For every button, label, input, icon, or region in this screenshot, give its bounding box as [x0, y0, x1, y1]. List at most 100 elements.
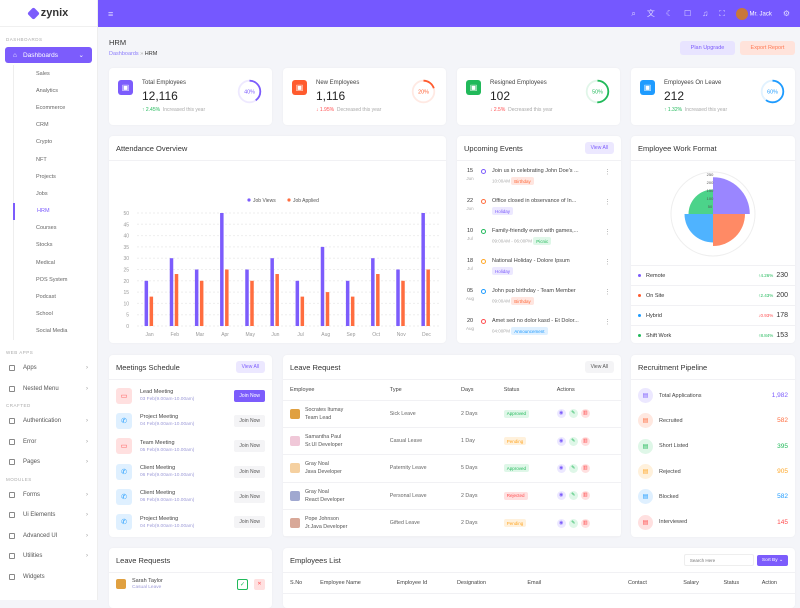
sidebar-item[interactable]: Utilities › [0, 546, 97, 567]
delete-icon[interactable]: ▥ [580, 518, 590, 528]
reject-button[interactable]: ✕ [254, 578, 265, 590]
cart-icon[interactable]: ☐ [684, 9, 692, 18]
sidebar-subitem[interactable]: Medical [13, 254, 97, 272]
menu-icon[interactable]: ≡ [108, 8, 114, 19]
sidebar-subitem[interactable]: Social Media [13, 322, 97, 340]
sidebar-subitem[interactable]: Stocks [13, 236, 97, 255]
sidebar-item[interactable]: Nested Menu › [0, 379, 97, 400]
sidebar-item[interactable]: Forms › [0, 485, 97, 506]
sidebar-subitem[interactable]: Analytics [13, 82, 97, 100]
view-all-button[interactable]: View All [584, 142, 614, 154]
join-now-button[interactable]: Join Now [234, 414, 265, 427]
sidebar-subitem[interactable]: Podcast [13, 288, 97, 306]
recruitment-pipeline-card: Recruitment Pipeline ▤ Total Applications… [631, 355, 795, 537]
view-icon[interactable]: ◉ [556, 463, 566, 473]
progress-ring: 40% [237, 79, 262, 104]
stat-icon: ▣ [640, 80, 655, 95]
bell-icon[interactable]: ♫ [702, 9, 709, 18]
edit-icon[interactable]: ✎ [568, 518, 578, 528]
sidebar-item[interactable]: Advanced UI › [0, 526, 97, 547]
moon-icon[interactable]: ☾ [665, 9, 674, 18]
more-options-icon[interactable]: ⋮ [604, 229, 611, 236]
delete-icon[interactable]: ▥ [580, 463, 590, 473]
sidebar-subitem[interactable]: NFT [13, 150, 97, 169]
event-item[interactable]: 22 Jun Office closed in observance of In..… [466, 198, 611, 215]
join-now-button[interactable]: Join Now [234, 465, 265, 478]
breadcrumb-link[interactable]: Dashboards [109, 51, 139, 57]
leave-requests-card: Leave Requests Sarah Taylor Casual Leave … [109, 548, 272, 608]
x-tick-label: Feb [170, 332, 179, 338]
sidebar-subitem[interactable]: POS System [13, 271, 97, 289]
plan-upgrade-button[interactable]: Plan Upgrade [680, 41, 735, 55]
more-options-icon[interactable]: ⋮ [604, 319, 611, 326]
join-now-button[interactable]: Join Now [234, 490, 265, 503]
sidebar-subitem[interactable]: Crypto [13, 133, 97, 151]
column-header: Status [496, 380, 550, 401]
sidebar-subitem[interactable]: Ecommerce [13, 99, 97, 117]
sidebar-subitem[interactable]: Sales [13, 65, 97, 83]
menu-item-icon [9, 365, 15, 372]
y-tick-label: 0 [126, 324, 129, 330]
settings-icon[interactable]: ⚙ [782, 9, 790, 18]
view-all-button[interactable]: View All [584, 361, 614, 373]
sidebar-subitem[interactable]: Projects [13, 168, 97, 186]
pipeline-item: ▤ Short Listed 395 [631, 434, 795, 459]
search-input[interactable] [683, 554, 754, 566]
stat-card: ▣ Total Employees 12,116 ↑ 2.45% Increas… [109, 68, 272, 125]
sort-by-button[interactable]: Sort By ⌄ [756, 554, 788, 566]
card-title: Leave Requests [116, 555, 171, 565]
sidebar-item-dashboards[interactable]: ⌂ Dashboards ⌄ [5, 47, 92, 63]
sidebar-item[interactable]: Widgets [0, 567, 97, 588]
export-report-button[interactable]: Export Report [740, 41, 795, 55]
fullscreen-icon[interactable]: ⛶ [719, 8, 725, 18]
join-now-button[interactable]: Join Now [234, 389, 265, 402]
work-format-row: On Site ↑2.43% 200 [631, 285, 795, 305]
phone-icon: ✆ [116, 412, 132, 429]
bar-job-applied [401, 280, 405, 326]
sidebar-item[interactable]: Error › [0, 432, 97, 453]
search-icon[interactable]: ⌕ [631, 8, 636, 18]
join-now-button[interactable]: Join Now [234, 440, 265, 453]
y-tick-label: 25 [123, 268, 129, 274]
edit-icon[interactable]: ✎ [568, 436, 578, 446]
view-icon[interactable]: ◉ [556, 518, 566, 528]
sidebar-subitem[interactable]: Courses [13, 219, 97, 237]
more-options-icon[interactable]: ⋮ [604, 169, 611, 176]
meeting-item: ✆ Client Meeting 06 Feb(9.00am-10.00am) Joi… [109, 484, 272, 509]
sidebar-subitem[interactable]: CRM [13, 116, 97, 134]
bar-job-views [396, 269, 400, 326]
delete-icon[interactable]: ▥ [580, 491, 590, 501]
sidebar-item[interactable]: Ui Elements › [0, 505, 97, 526]
event-item[interactable]: 10 Jul Family-friendly event with games,..… [466, 228, 611, 245]
event-item[interactable]: 15 Jun Join us in celebrating John Doe's .… [466, 168, 611, 185]
approve-button[interactable]: ✓ [237, 578, 248, 590]
event-item[interactable]: 05 Aug John pup birthday - Team Member 09:0… [465, 288, 611, 305]
pipeline-icon: ▤ [638, 413, 653, 429]
sidebar-subitem[interactable]: School [13, 305, 97, 323]
sidebar-item[interactable]: Pages › [0, 452, 97, 473]
logo[interactable]: zynix [0, 0, 97, 27]
view-icon[interactable]: ◉ [556, 409, 566, 419]
user-menu[interactable]: Mr. Jack [735, 7, 772, 20]
sidebar-subitem[interactable]: HRM [13, 202, 97, 220]
sidebar-item[interactable]: Apps › [0, 358, 97, 379]
delete-icon[interactable]: ▥ [580, 409, 590, 419]
edit-icon[interactable]: ✎ [568, 491, 578, 501]
sidebar-item[interactable]: Authentication › [0, 411, 97, 432]
view-all-button[interactable]: View All [235, 361, 265, 373]
employee-work-format-card: Employee Work Format 50 100 150 200 250 Remo… [631, 136, 795, 343]
delete-icon[interactable]: ▥ [580, 436, 590, 446]
view-icon[interactable]: ◉ [556, 436, 566, 446]
more-options-icon[interactable]: ⋮ [604, 289, 611, 296]
edit-icon[interactable]: ✎ [568, 463, 578, 473]
join-now-button[interactable]: Join Now [234, 516, 265, 529]
edit-icon[interactable]: ✎ [568, 409, 578, 419]
sidebar-subitem[interactable]: Jobs [13, 185, 97, 203]
event-item[interactable]: 20 Aug Amet sed no dolor kasd - Et Dolor..… [465, 318, 611, 335]
view-icon[interactable]: ◉ [556, 491, 566, 501]
translate-icon[interactable]: 文 [646, 9, 655, 18]
more-options-icon[interactable]: ⋮ [604, 259, 611, 266]
more-options-icon[interactable]: ⋮ [604, 199, 611, 206]
event-item[interactable]: 18 Jul National Holiday - Dolore Ipsum Holi… [466, 258, 611, 275]
x-tick-label: Dec [422, 332, 431, 338]
